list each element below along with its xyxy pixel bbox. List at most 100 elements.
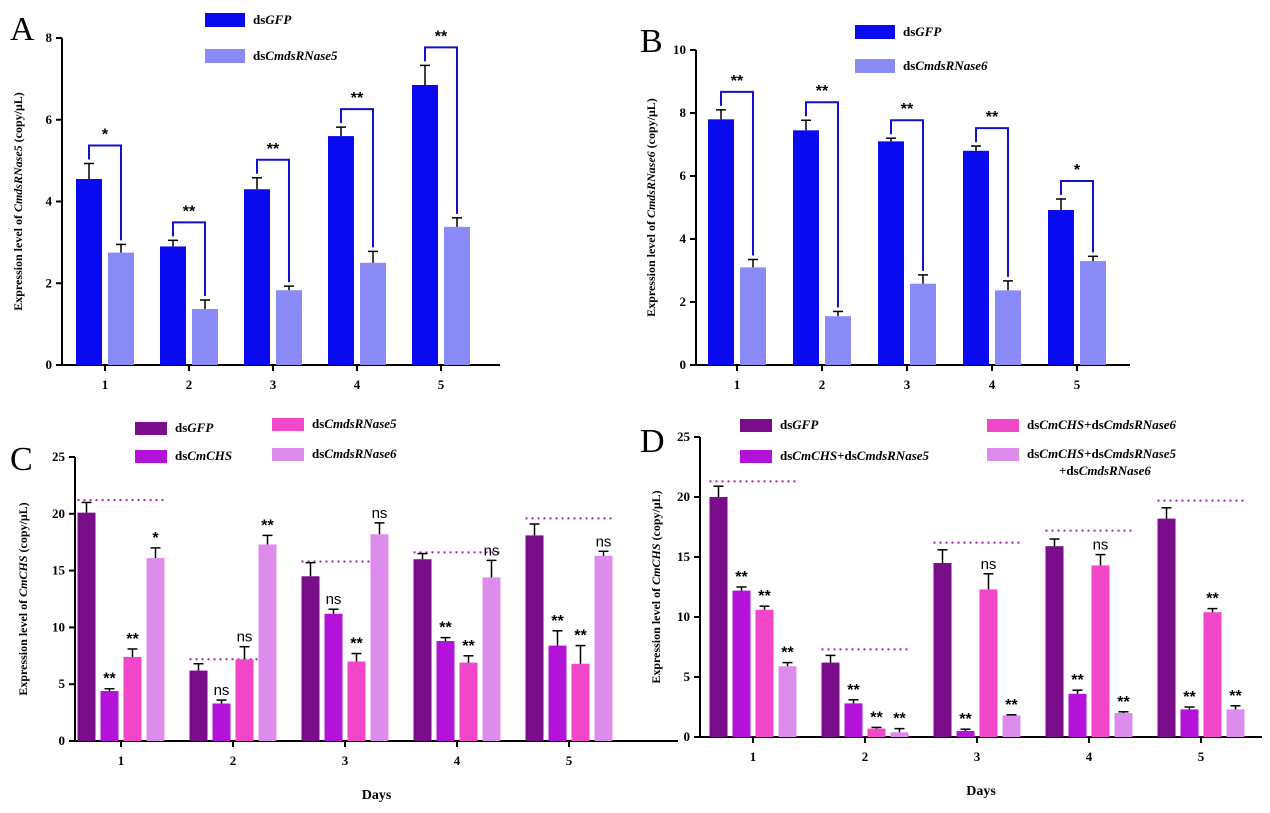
label-part: CmdsRNase6	[1104, 417, 1177, 432]
bar	[1203, 612, 1222, 737]
chart-panel-A: A 0 2 4 6 8 1 2 3 4 5 Expression level of CmdsRNase…	[10, 11, 500, 392]
bar	[444, 226, 470, 365]
label-part: (copy/μL)	[16, 502, 30, 555]
x-tick-label: 4	[1086, 749, 1093, 764]
label-part: CmdsRNase6	[1079, 463, 1152, 478]
label-part: (copy/μL)	[649, 490, 663, 543]
bar	[755, 609, 774, 737]
significance-mark: **	[103, 671, 116, 688]
y-tick-label: 0	[680, 357, 687, 372]
bar	[77, 512, 96, 741]
bar	[482, 577, 501, 741]
label-part: ds	[903, 58, 915, 73]
bar	[436, 641, 455, 741]
panel-label: A	[10, 11, 35, 48]
y-tick-label: 0	[684, 729, 691, 744]
significance-mark: **	[1183, 689, 1196, 706]
significance-mark: **	[267, 141, 280, 158]
label-part: ds	[780, 417, 792, 432]
bar	[328, 136, 354, 365]
label-part: ds	[312, 446, 324, 461]
label-part: CmCHS	[649, 543, 663, 585]
label-part: Expression level of	[649, 585, 663, 684]
label-part: ds	[175, 420, 187, 435]
y-axis-label: Expression level of CmCHS (copy/μL)	[649, 490, 663, 683]
label-part: ds	[175, 448, 187, 463]
bar	[347, 661, 366, 741]
y-tick-label: 20	[677, 489, 690, 504]
bar	[1045, 546, 1064, 737]
chart-panel-D: D 0 5 10 15 20 25 1 2 3 4 5 Expression level of CmCH…	[640, 417, 1262, 799]
bar	[933, 563, 952, 737]
significance-bracket	[975, 127, 1009, 277]
label-part: (copy/μL)	[644, 98, 658, 151]
bar	[1180, 709, 1199, 737]
y-axis-label: Expression level of CmdsRNase6 (copy/μL)	[644, 98, 658, 317]
significance-mark: **	[1229, 688, 1242, 705]
x-tick-label: 3	[974, 749, 981, 764]
bar	[1226, 709, 1245, 737]
legend-swatch	[855, 59, 895, 73]
y-tick-label: 25	[52, 449, 66, 464]
significance-mark: **	[758, 588, 771, 605]
bar	[1157, 518, 1176, 737]
legend-label: dsCmCHS+dsCmdsRNase5	[780, 448, 930, 463]
bar	[867, 728, 886, 737]
significance-mark: **	[435, 28, 448, 45]
x-tick-label: 5	[1074, 377, 1081, 392]
x-tick-label: 3	[904, 377, 911, 392]
significance-mark: **	[574, 628, 587, 645]
x-tick-label: 1	[750, 749, 757, 764]
panel-label: D	[640, 423, 665, 460]
label-part: (copy/μL)	[11, 92, 25, 145]
x-tick-label: 5	[1198, 749, 1205, 764]
label-part: CmdsRNase6	[324, 446, 397, 461]
x-tick-label: 1	[734, 377, 741, 392]
label-part: CmCHS	[1039, 417, 1084, 432]
legend-swatch	[987, 419, 1019, 432]
bar	[793, 130, 819, 365]
y-axis-label: Expression level of CmdsRNase5 (copy/μL)	[11, 92, 25, 311]
bar	[244, 189, 270, 365]
significance-mark: **	[439, 620, 452, 637]
significance-mark: **	[816, 83, 829, 100]
legend-label: dsCmdsRNase6	[903, 58, 988, 73]
significance-bracket	[424, 46, 458, 214]
x-axis-label: Days	[966, 784, 996, 799]
panel-label: B	[640, 23, 663, 60]
label-part: CmdsRNase5	[324, 416, 397, 431]
legend-swatch	[205, 49, 245, 63]
y-tick-label: 8	[680, 105, 687, 120]
significance-mark: **	[847, 682, 860, 699]
significance-bracket	[1060, 179, 1094, 253]
y-tick-label: 2	[680, 294, 687, 309]
legend-swatch	[855, 25, 895, 39]
significance-mark: ns	[596, 533, 612, 550]
x-tick-label: 2	[186, 377, 193, 392]
significance-mark: **	[126, 631, 139, 648]
y-tick-label: 5	[684, 669, 691, 684]
y-tick-label: 25	[677, 429, 691, 444]
bar	[525, 535, 544, 741]
y-tick-label: 10	[673, 42, 686, 57]
label-part: +ds	[1084, 446, 1104, 461]
label-part: +ds	[837, 448, 857, 463]
legend-label: dsCmdsRNase5	[312, 416, 397, 431]
label-part: +ds	[1059, 463, 1079, 478]
y-tick-label: 10	[677, 609, 690, 624]
legend-label: dsGFP	[175, 420, 214, 435]
bar	[740, 267, 766, 365]
legend-swatch	[987, 448, 1019, 461]
significance-bracket	[88, 144, 122, 241]
significance-mark: **	[462, 638, 475, 655]
panel-label: C	[10, 441, 33, 478]
bar	[995, 290, 1021, 365]
legend-label: dsCmCHS+dsCmdsRNase5 +dsCmdsRNase6	[1027, 446, 1177, 478]
bar	[189, 670, 208, 741]
x-tick-label: 3	[270, 377, 277, 392]
significance-mark: **	[1117, 694, 1130, 711]
x-tick-label: 4	[454, 753, 461, 768]
x-tick-label: 3	[342, 753, 349, 768]
